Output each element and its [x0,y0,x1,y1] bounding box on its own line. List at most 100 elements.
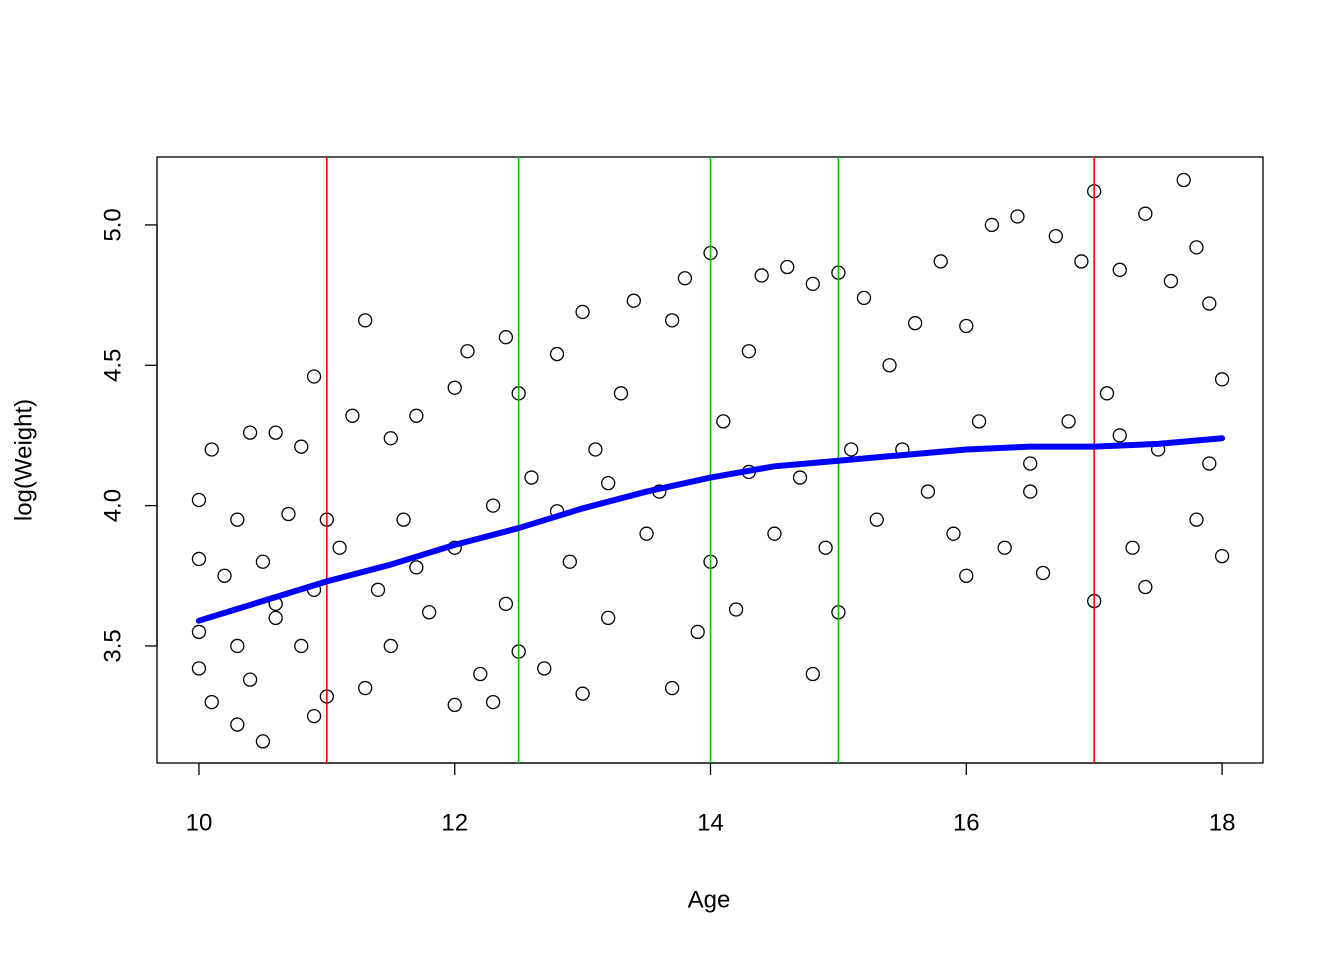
data-point [409,560,424,575]
data-point [639,526,654,541]
y-tick-label: 4.0 [99,489,126,522]
data-point [856,290,872,306]
data-point [409,408,424,423]
data-point [575,304,590,320]
data-point [1061,414,1076,429]
data-point [383,431,398,446]
data-point [294,638,309,654]
x-tick-label: 14 [697,809,724,836]
data-point [869,512,884,527]
data-point [537,661,552,676]
data-point [204,442,219,457]
data-point [741,344,757,359]
data-point [562,554,577,569]
data-point [997,540,1012,555]
y-tick-label: 4.5 [99,349,126,382]
data-point [1138,206,1153,221]
data-point [447,697,462,713]
data-point [485,498,501,513]
data-point [1125,540,1140,555]
data-point [1202,456,1217,471]
data-point [255,734,271,749]
data-point [933,254,948,269]
data-point [805,276,820,292]
data-point [792,470,808,485]
data-point [780,259,795,275]
data-point [754,268,769,283]
data-point [1023,456,1038,471]
data-point [1189,512,1204,527]
data-point [498,596,514,612]
data-point [818,540,833,555]
data-point [626,293,641,308]
data-point [601,476,616,491]
data-point [664,313,680,328]
y-axis-title: log(Weight) [10,399,37,521]
data-point [242,425,258,440]
data-point [204,694,219,710]
data-point [230,638,245,654]
data-point [613,386,629,401]
x-tick-label: 18 [1209,809,1236,836]
data-point [1048,229,1063,244]
x-tick-label: 12 [441,809,468,836]
data-point [664,680,680,696]
data-point [946,526,961,541]
data-point [959,568,974,583]
x-tick-label: 16 [953,809,980,836]
data-point [422,605,437,620]
data-point [882,358,897,373]
data-point [230,717,245,732]
data-point [1112,428,1127,443]
y-tick-label: 3.5 [99,629,126,662]
data-point [805,666,820,682]
data-point [345,408,360,423]
data-point [460,344,475,359]
data-point [332,540,347,555]
data-point [191,624,207,640]
data-point [524,470,539,485]
data-point [191,551,207,567]
data-point [191,492,207,508]
data-point [1023,484,1038,499]
data-point [920,484,936,499]
data-point [498,330,514,345]
data-point [1214,548,1230,564]
data-point [268,425,283,440]
data-point [242,672,258,687]
data-point [370,582,386,597]
data-point [984,217,1000,233]
data-point [294,439,309,454]
data-point [844,442,859,457]
data-point [575,686,590,701]
data-point [447,380,462,395]
y-tick-label: 5.0 [99,208,126,241]
data-point [358,680,373,696]
data-point [268,610,283,626]
data-point [677,271,693,286]
data-point [601,610,616,626]
data-point [588,442,603,457]
data-point [281,506,296,522]
data-point [1163,273,1179,289]
data-point [358,313,373,328]
data-point [1176,172,1191,188]
data-point [255,554,271,569]
data-point [396,512,411,527]
data-point [1035,565,1051,581]
data-point [549,346,565,362]
data-point [1112,262,1127,277]
data-point [217,568,232,583]
data-point [1214,372,1230,387]
data-point [230,512,245,527]
x-tick-label: 10 [186,809,213,836]
data-point [383,638,398,654]
data-point [1138,579,1153,595]
data-point [1099,386,1115,401]
data-point [1189,240,1204,255]
data-point [306,369,322,384]
data-point [907,316,923,331]
data-point [971,414,987,429]
data-point [728,602,744,617]
